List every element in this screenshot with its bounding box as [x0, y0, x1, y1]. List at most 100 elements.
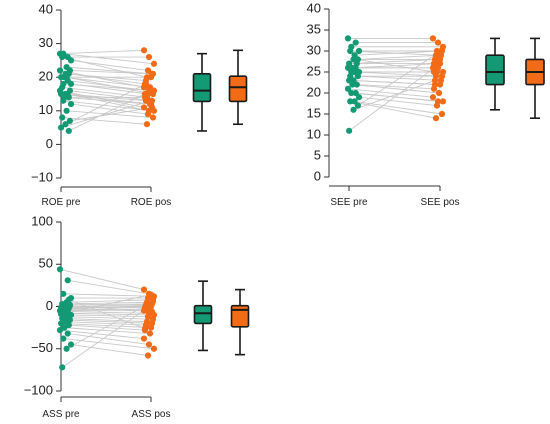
pre-point [352, 89, 359, 97]
pre-point [347, 47, 354, 55]
pre-point [353, 56, 360, 63]
pre-point [63, 345, 70, 352]
pair-line [70, 103, 149, 115]
pair-line [69, 90, 153, 102]
pos-point [140, 286, 148, 293]
pair-line [357, 50, 442, 106]
pair-line [59, 329, 145, 340]
pos-point [150, 345, 158, 352]
pre-point [60, 97, 67, 104]
pre-point [64, 277, 71, 284]
pair-line [67, 311, 150, 314]
pair-line [353, 79, 436, 111]
pair-line [70, 344, 149, 356]
pos-point [143, 121, 151, 128]
pair-line [64, 327, 151, 334]
pre-point [346, 77, 353, 84]
pre-point [355, 94, 363, 101]
pair-line [66, 299, 154, 303]
pair-line [68, 299, 146, 329]
pair-line [66, 316, 154, 320]
pos-point [147, 74, 155, 81]
y-tick-label: 30 [307, 42, 321, 57]
pre-point [56, 67, 64, 74]
y-tick-label: 0 [46, 136, 53, 151]
pair-line [59, 268, 145, 291]
pre-point [58, 311, 65, 318]
pair-line [63, 293, 155, 297]
pos-point [141, 325, 149, 332]
pos-point [149, 114, 157, 121]
pair-line [62, 317, 148, 323]
pre-point [354, 73, 361, 80]
pair-line [69, 305, 153, 313]
pair-line [349, 58, 441, 65]
pos-point [148, 104, 156, 111]
pre-point [59, 53, 66, 61]
pre-point [63, 74, 70, 81]
pair-line [59, 70, 145, 88]
y-tick-label: 50 [39, 256, 53, 271]
y-tick-label: 5 [314, 147, 321, 162]
pre-point [62, 121, 69, 128]
pair-line [67, 333, 150, 345]
pre-point [63, 107, 70, 114]
pair-line [347, 88, 434, 98]
pre-point [67, 341, 75, 348]
pair-line [59, 90, 145, 108]
pair-line [356, 84, 435, 90]
pre-point [347, 98, 354, 105]
y-tick-label: 20 [39, 69, 53, 84]
pair-line [61, 322, 152, 329]
y-tick-label: 10 [39, 102, 53, 117]
pre-point [64, 330, 71, 337]
pair-line [60, 100, 152, 129]
pair-line [351, 92, 444, 102]
pair-line [63, 100, 155, 112]
pos-point [434, 39, 442, 46]
pos-point [140, 335, 148, 342]
y-tick-label: −10 [31, 169, 53, 184]
pos-point [145, 341, 153, 348]
y-tick-label: −100 [24, 382, 53, 397]
pair-line [68, 93, 146, 132]
y-tick-label: 10 [307, 126, 321, 141]
pre-point [354, 102, 361, 109]
pre-point [65, 296, 72, 303]
pair-line [62, 86, 148, 98]
pre-point [67, 100, 75, 108]
x-tick-label: ASS pre [42, 409, 80, 420]
pre-point [59, 364, 66, 371]
pre-point [352, 39, 359, 46]
pre-point [67, 57, 75, 64]
y-tick-label: 15 [307, 105, 321, 120]
pos-point [430, 68, 438, 76]
pre-point [60, 335, 67, 342]
pos-point [147, 97, 155, 104]
pre-point [56, 266, 64, 273]
pre-point [344, 64, 352, 71]
boxplot-pos-box [228, 75, 248, 103]
pos-point [430, 85, 438, 92]
pre-point [66, 117, 73, 124]
pos-point [437, 47, 445, 55]
y-tick-label: 100 [31, 213, 53, 228]
pos-point [438, 110, 446, 118]
boxplot-pre-box [193, 304, 213, 325]
pre-point [353, 81, 360, 88]
ass-panel: −100 −50 0 50 100 ASS pre ASS pos [24, 213, 250, 420]
pos-point [433, 102, 441, 109]
pair-line [64, 308, 151, 311]
pre-point [351, 68, 358, 76]
pos-point [142, 302, 150, 309]
pos-point [429, 94, 437, 101]
pre-point [67, 80, 75, 88]
pos-point [142, 80, 150, 88]
y-tick-label: 0 [46, 298, 53, 313]
boxplot-pos-box [230, 304, 250, 328]
pre-point [58, 124, 65, 131]
pair-line [67, 279, 150, 295]
pos-point [149, 298, 157, 305]
pos-point [147, 324, 155, 331]
